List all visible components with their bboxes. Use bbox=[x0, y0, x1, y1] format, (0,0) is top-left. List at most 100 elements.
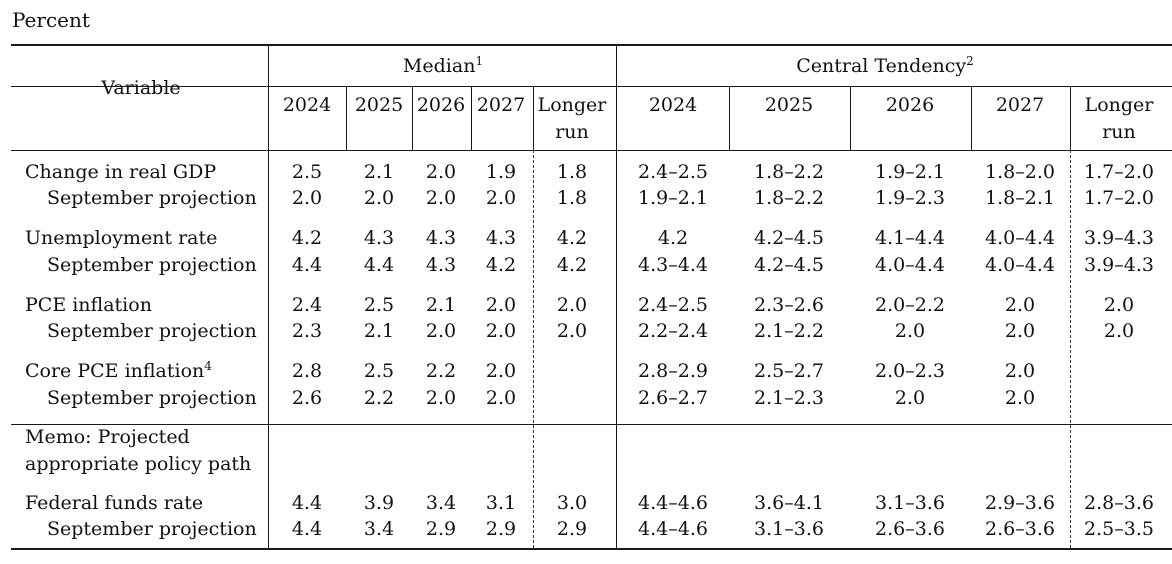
year-header: 2027 bbox=[995, 94, 1045, 116]
median-value: 2.9 bbox=[485, 518, 517, 540]
median-value: 2.5 bbox=[363, 294, 395, 316]
column-divider bbox=[850, 86, 851, 150]
september-projection-label: September projection bbox=[47, 187, 257, 209]
central-tendency-value: 2.0–2.2 bbox=[875, 294, 945, 316]
central-tendency-value: 2.0 bbox=[1103, 320, 1135, 342]
september-projection-label: September projection bbox=[47, 387, 257, 409]
column-divider bbox=[616, 44, 617, 548]
central-tendency-value: 2.5–3.5 bbox=[1084, 518, 1154, 540]
median-header: Median1 bbox=[402, 54, 484, 77]
median-value: 2.9 bbox=[425, 518, 457, 540]
median-value: 2.0 bbox=[485, 294, 517, 316]
median-value: 2.1 bbox=[425, 294, 457, 316]
variable-label: Core PCE inflation4 bbox=[25, 359, 212, 382]
median-value: 2.0 bbox=[556, 294, 588, 316]
median-value: 3.1 bbox=[485, 492, 517, 514]
median-value: 2.0 bbox=[485, 187, 517, 209]
central-tendency-value: 3.1–3.6 bbox=[754, 518, 824, 540]
column-divider bbox=[412, 86, 413, 150]
september-projection-label: September projection bbox=[47, 254, 257, 276]
median-value: 4.2 bbox=[556, 254, 588, 276]
footnote-marker: 4 bbox=[204, 359, 212, 373]
median-value: 3.9 bbox=[363, 492, 395, 514]
year-header: 2025 bbox=[354, 94, 404, 116]
central-tendency-value: 4.0–4.4 bbox=[875, 254, 945, 276]
year-header: 2024 bbox=[648, 94, 698, 116]
year-header: 2025 bbox=[764, 94, 814, 116]
median-value: 2.0 bbox=[485, 387, 517, 409]
median-value: 4.3 bbox=[425, 227, 457, 249]
median-value: 2.4 bbox=[291, 294, 323, 316]
central-tendency-value: 4.0–4.4 bbox=[985, 254, 1055, 276]
variable-label: PCE inflation bbox=[25, 294, 152, 316]
central-tendency-value: 2.8–2.9 bbox=[638, 360, 708, 382]
central-tendency-value: 2.8–3.6 bbox=[1084, 492, 1154, 514]
median-value: 2.2 bbox=[425, 360, 457, 382]
central-tendency-value: 2.3–2.6 bbox=[754, 294, 824, 316]
median-value: 2.0 bbox=[425, 161, 457, 183]
longer-run-header: run bbox=[1102, 121, 1136, 143]
central-tendency-value: 2.4–2.5 bbox=[638, 161, 708, 183]
dashed-divider bbox=[533, 150, 534, 548]
central-tendency-value: 2.1–2.3 bbox=[754, 387, 824, 409]
median-value: 2.0 bbox=[556, 320, 588, 342]
central-tendency-value: 3.9–4.3 bbox=[1084, 227, 1154, 249]
central-tendency-value: 1.9–2.1 bbox=[638, 187, 708, 209]
central-tendency-value: 2.0 bbox=[1004, 320, 1036, 342]
september-projection-label: September projection bbox=[47, 518, 257, 540]
table-rule bbox=[11, 548, 1172, 550]
central-tendency-value: 2.0 bbox=[1103, 294, 1135, 316]
median-value: 1.9 bbox=[485, 161, 517, 183]
median-value: 4.3 bbox=[363, 227, 395, 249]
column-divider bbox=[471, 86, 472, 150]
longer-run-header: Longer bbox=[1084, 94, 1154, 116]
central-tendency-value: 2.2–2.4 bbox=[638, 320, 708, 342]
central-tendency-value: 1.8–2.1 bbox=[985, 187, 1055, 209]
central-tendency-value: 1.8–2.2 bbox=[754, 187, 824, 209]
central-tendency-value: 3.6–4.1 bbox=[754, 492, 824, 514]
variable-header: Variable bbox=[101, 77, 181, 99]
memo-label: Memo: Projected bbox=[25, 426, 190, 448]
central-tendency-value: 2.6–3.6 bbox=[875, 518, 945, 540]
central-tendency-value: 1.8–2.0 bbox=[985, 161, 1055, 183]
year-header: 2026 bbox=[885, 94, 935, 116]
longer-run-header: Longer bbox=[537, 94, 607, 116]
september-projection-label: September projection bbox=[47, 320, 257, 342]
central-tendency-value: 4.2–4.5 bbox=[754, 227, 824, 249]
central-tendency-value: 2.4–2.5 bbox=[638, 294, 708, 316]
column-divider bbox=[1070, 86, 1071, 150]
column-divider bbox=[729, 86, 730, 150]
central-tendency-value: 4.3–4.4 bbox=[638, 254, 708, 276]
central-tendency-value: 2.6–2.7 bbox=[638, 387, 708, 409]
median-value: 2.0 bbox=[363, 187, 395, 209]
central-tendency-value: 4.4–4.6 bbox=[638, 518, 708, 540]
central-tendency-value: 4.4–4.6 bbox=[638, 492, 708, 514]
median-value: 2.5 bbox=[291, 161, 323, 183]
year-header: 2027 bbox=[476, 94, 526, 116]
median-value: 2.3 bbox=[291, 320, 323, 342]
central-tendency-value: 3.9–4.3 bbox=[1084, 254, 1154, 276]
central-tendency-value: 1.9–2.3 bbox=[875, 187, 945, 209]
year-header: 2026 bbox=[416, 94, 466, 116]
central-tendency-value: 1.8–2.2 bbox=[754, 161, 824, 183]
median-value: 2.2 bbox=[363, 387, 395, 409]
median-value: 3.0 bbox=[556, 492, 588, 514]
dashed-divider bbox=[1070, 150, 1071, 548]
central-tendency-value: 3.1–3.6 bbox=[875, 492, 945, 514]
central-tendency-value: 4.2 bbox=[657, 227, 689, 249]
table-rule bbox=[11, 86, 1172, 87]
column-divider bbox=[346, 86, 347, 150]
central-tendency-value: 2.0 bbox=[894, 387, 926, 409]
median-value: 2.1 bbox=[363, 161, 395, 183]
median-value: 4.3 bbox=[485, 227, 517, 249]
central-tendency-value: 2.9–3.6 bbox=[985, 492, 1055, 514]
central-tendency-value: 2.0 bbox=[894, 320, 926, 342]
table-rule bbox=[11, 44, 1172, 46]
central-tendency-value: 1.7–2.0 bbox=[1084, 161, 1154, 183]
column-divider bbox=[533, 86, 534, 150]
median-value: 2.0 bbox=[291, 187, 323, 209]
variable-label: Change in real GDP bbox=[25, 161, 217, 183]
central-tendency-value: 2.0 bbox=[1004, 387, 1036, 409]
central-tendency-value: 2.0–2.3 bbox=[875, 360, 945, 382]
table-rule bbox=[11, 424, 1172, 425]
